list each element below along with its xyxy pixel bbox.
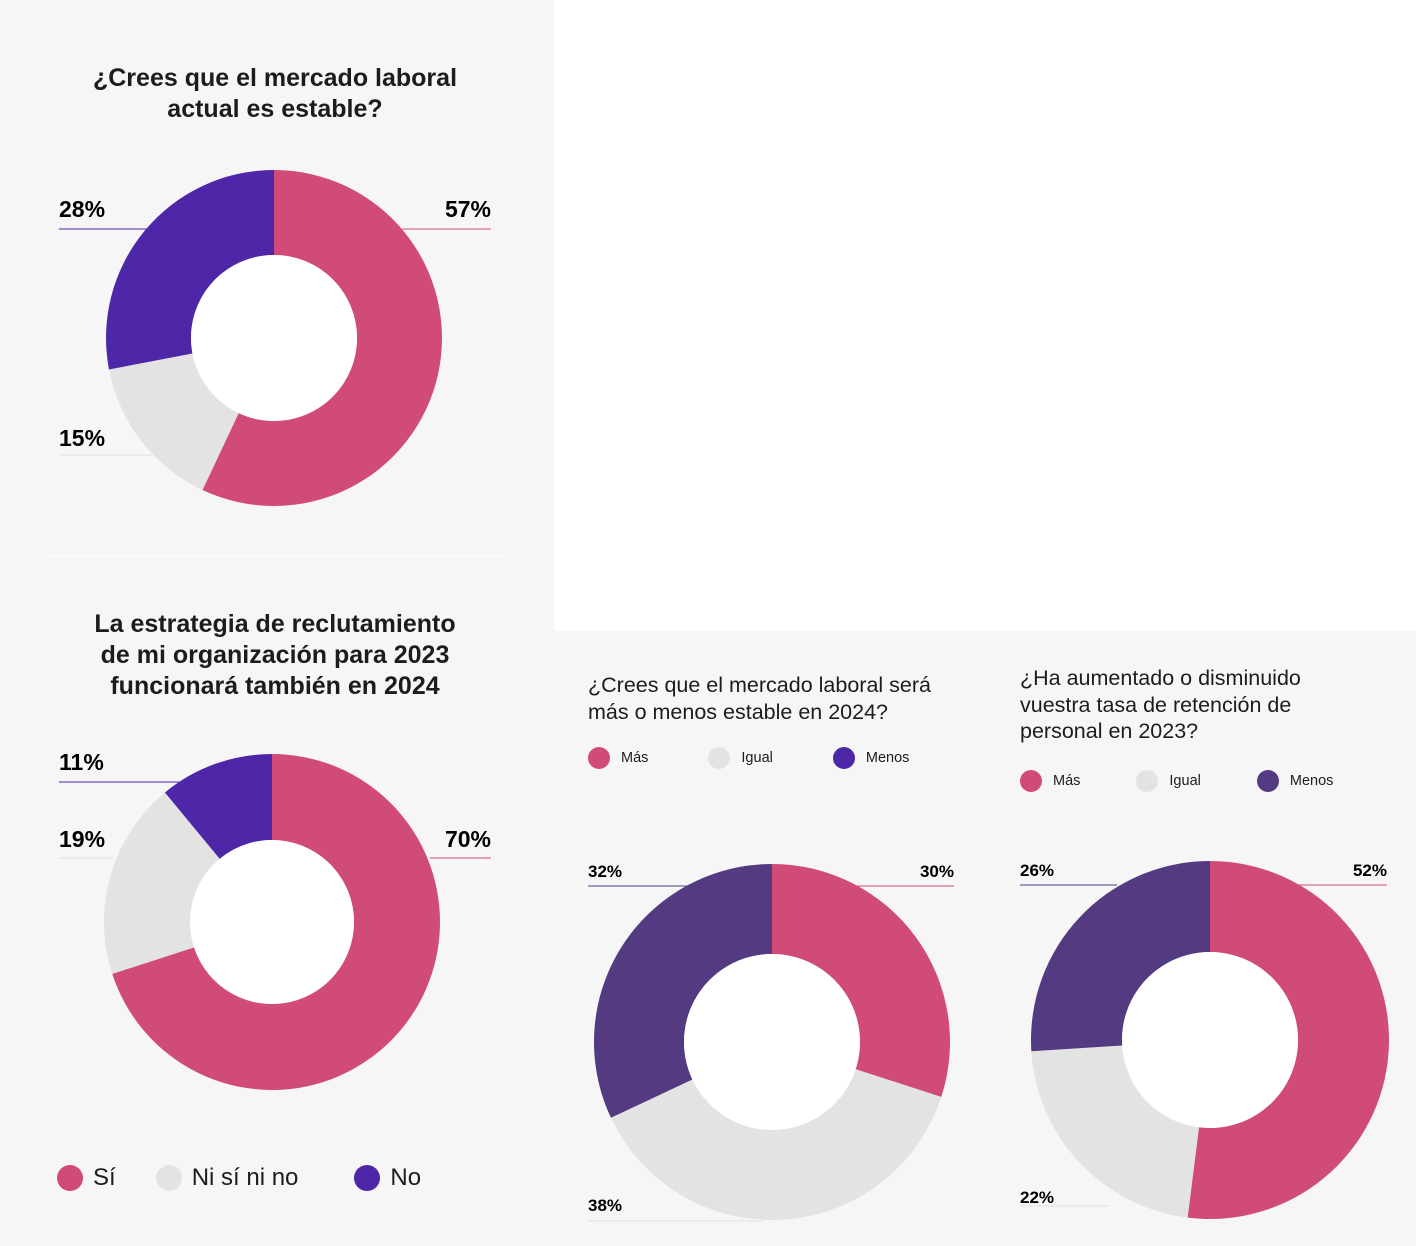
legend-dot-si — [57, 1165, 83, 1191]
chart-4-label-26: 26% — [1020, 861, 1054, 880]
chart-3-title: ¿Crees que el mercado laboral será más o… — [588, 672, 988, 725]
legend-dot-menos-2 — [1256, 770, 1279, 792]
chart-2-donut: 70% 11% 19% — [59, 749, 491, 1090]
chart-1-label-28: 28% — [59, 196, 105, 222]
chart-2-title-line-2: de mi organización para 2023 — [100, 641, 450, 669]
chart-3-title-line-1: ¿Crees que el mercado laboral será — [588, 673, 931, 697]
chart-2-slice-si — [112, 754, 440, 1090]
chart-2-label-11: 11% — [59, 749, 104, 775]
chart-4-donut: 52% 26% 22% — [1020, 861, 1389, 1219]
chart-1-donut: 57% 28% 15% — [59, 170, 491, 507]
chart-4-slice-si — [1187, 861, 1389, 1219]
chart-3-label-38: 38% — [588, 1196, 622, 1215]
left-panel: ¿Crees que el mercado laboral actual es … — [0, 0, 554, 1246]
legend-label-mas: Más — [621, 750, 649, 766]
legend-item-mas: Más — [588, 747, 648, 769]
chart-4-title-line-3: personal en 2023? — [1020, 719, 1199, 744]
chart-2-label-19: 19% — [59, 826, 105, 852]
chart-1-slices — [105, 170, 443, 507]
chart-1-label-57: 57% — [445, 196, 491, 222]
chart-2-title: La estrategia de reclutamiento de mi org… — [40, 609, 510, 702]
chart-3-donut: 30% 32% 38% — [588, 862, 954, 1222]
right-panel: ¿Ha aumentado o disminuido vuestra tasa … — [989, 631, 1416, 1246]
chart-1-donut-hole — [191, 255, 357, 421]
legend-dot-mas-2 — [1020, 770, 1042, 792]
chart-1-label-15: 15% — [59, 425, 105, 451]
chart-4-label-52: 52% — [1353, 861, 1387, 880]
chart-4-legend: Más Igual Menos — [1020, 770, 1333, 792]
legend-item-igual-2: Igual — [1136, 770, 1201, 792]
legend-item-menos: Menos — [832, 747, 910, 769]
chart-2-title-line-3: funcionará también en 2024 — [110, 672, 440, 700]
legend-label-menos-2: Menos — [1289, 773, 1334, 789]
legend-label-no: No — [390, 1164, 422, 1191]
chart-1-title-line-2: actual es estable? — [167, 95, 383, 123]
chart-3-legend: Más Igual Menos — [588, 747, 909, 769]
chart-4-title: ¿Ha aumentado o disminuido vuestra tasa … — [1020, 665, 1410, 745]
chart-2-slice-no — [164, 754, 272, 859]
chart-1-title-line-1: ¿Crees que el mercado laboral — [92, 64, 458, 92]
legend-label-igual-2: Igual — [1169, 773, 1201, 789]
chart-2-slice-neutral — [104, 792, 220, 974]
legend-label-mas-2: Más — [1053, 773, 1081, 789]
chart-1-title: ¿Crees que el mercado laboral actual es … — [40, 63, 510, 125]
chart-2-donut-hole — [190, 840, 354, 1004]
legend-item-igual: Igual — [708, 747, 773, 769]
legend-label-menos: Menos — [865, 750, 910, 766]
chart-2-label-70: 70% — [445, 826, 491, 852]
chart-1-slice-si — [202, 170, 443, 507]
panel-divider — [48, 556, 504, 557]
legend-dot-menos — [832, 747, 855, 769]
legend-item-no: No — [354, 1164, 421, 1192]
chart-2-slices — [104, 754, 440, 1090]
chart-4-slices — [1031, 861, 1389, 1219]
chart-4-donut-hole — [1122, 952, 1298, 1128]
chart-3-slice-si — [772, 864, 950, 1098]
chart-4-title-line-2: vuestra tasa de retención de — [1020, 692, 1292, 717]
chart-1-slice-neutral — [108, 353, 239, 491]
legend-item-ni: Ni sí ni no — [155, 1164, 299, 1192]
chart-4-title-line-1: ¿Ha aumentado o disminuido — [1020, 666, 1301, 690]
chart-4-label-22: 22% — [1020, 1188, 1054, 1207]
chart-3-label-30: 30% — [920, 862, 954, 881]
chart-3-slice-no — [594, 864, 772, 1118]
legend-item-mas-2: Más — [1020, 770, 1080, 792]
legend-dot-igual-2 — [1136, 770, 1159, 792]
legend-label-ni: Ni sí ni no — [191, 1164, 299, 1191]
legend-dot-no — [354, 1165, 381, 1191]
chart-4-slice-no — [1031, 861, 1210, 1052]
chart-2-legend: Sí Ni sí ni no No — [57, 1164, 421, 1192]
legend-dot-igual — [708, 747, 731, 769]
chart-3-donut-hole — [684, 954, 860, 1130]
chart-1-slice-no — [105, 170, 274, 370]
legend-item-si: Sí — [57, 1164, 116, 1192]
legend-label-igual: Igual — [741, 750, 773, 766]
middle-panel: ¿Crees que el mercado laboral será más o… — [554, 631, 989, 1246]
chart-3-title-line-2: más o menos estable en 2024? — [588, 699, 889, 724]
legend-dot-ni — [155, 1165, 182, 1191]
legend-dot-mas — [588, 747, 610, 769]
legend-label-si: Sí — [93, 1164, 116, 1191]
chart-2-title-line-1: La estrategia de reclutamiento — [94, 610, 456, 638]
chart-3-slices — [594, 864, 950, 1220]
chart-4-slice-neutral — [1031, 1045, 1199, 1218]
legend-item-menos-2: Menos — [1256, 770, 1334, 792]
chart-3-slice-neutral — [610, 1069, 942, 1220]
chart-3-label-32: 32% — [588, 862, 622, 881]
